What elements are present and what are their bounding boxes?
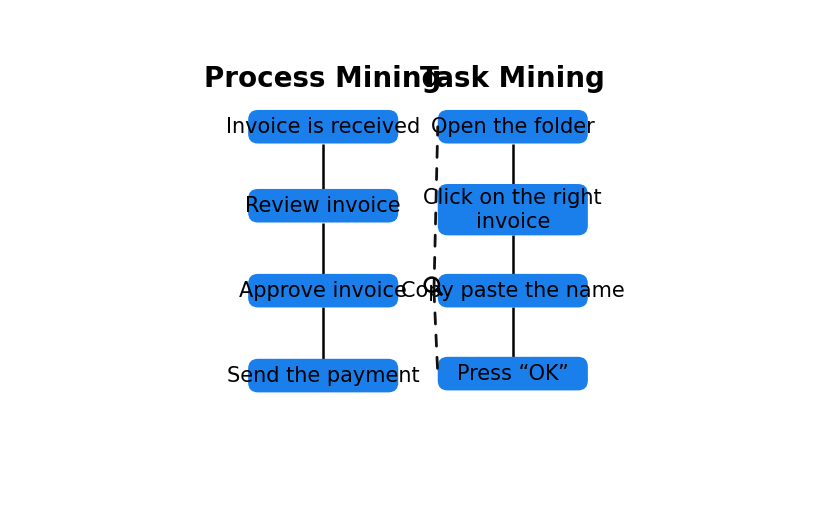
Text: Send the payment: Send the payment [227,366,420,386]
FancyBboxPatch shape [438,110,588,144]
Text: Approve invoice: Approve invoice [239,281,407,301]
Text: Process Mining: Process Mining [204,65,442,93]
Text: Open the folder: Open the folder [431,117,595,137]
FancyBboxPatch shape [438,357,588,390]
Text: Click on the right
invoice: Click on the right invoice [424,188,602,232]
FancyBboxPatch shape [438,274,588,307]
Text: Press “OK”: Press “OK” [457,364,568,384]
FancyBboxPatch shape [248,359,398,392]
Text: Copy paste the name: Copy paste the name [401,281,625,301]
FancyBboxPatch shape [438,184,588,235]
FancyBboxPatch shape [248,274,398,307]
Text: Task Mining: Task Mining [420,65,605,93]
Text: Invoice is received: Invoice is received [226,117,420,137]
Text: Review invoice: Review invoice [245,196,401,216]
FancyBboxPatch shape [248,189,398,223]
FancyBboxPatch shape [248,110,398,144]
